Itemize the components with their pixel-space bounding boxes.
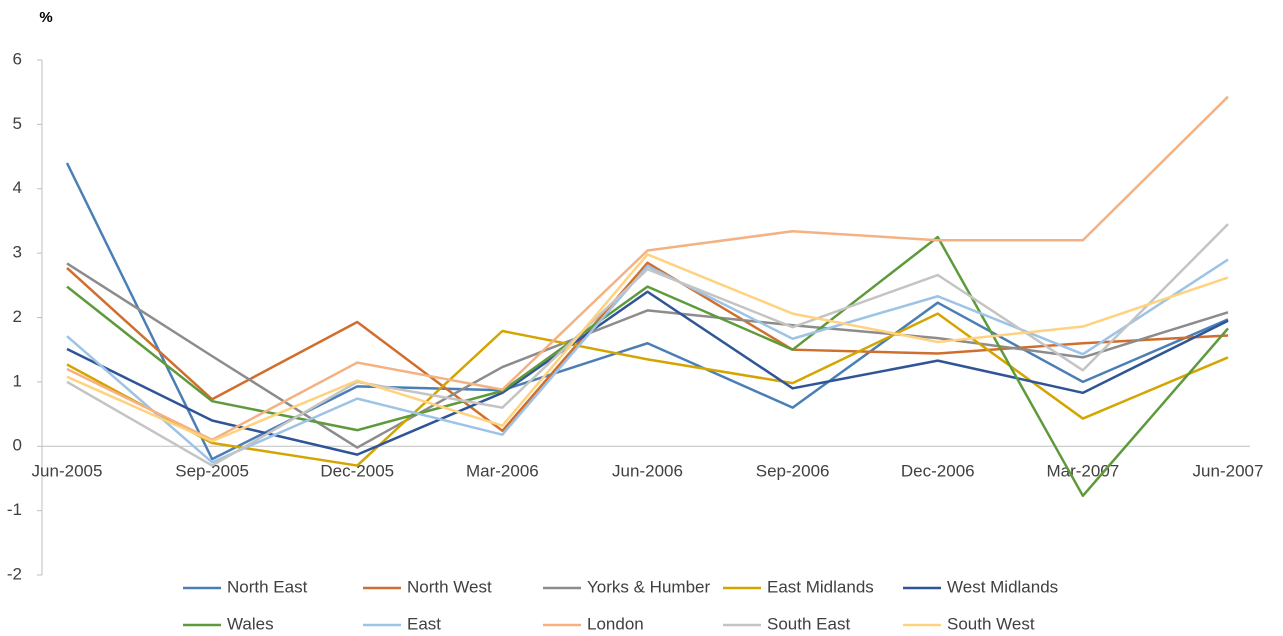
y-tick-label: 2 <box>13 307 22 326</box>
series-line <box>66 253 1229 443</box>
series-line <box>66 261 1229 433</box>
series-line <box>66 258 1229 464</box>
y-tick-label: 4 <box>13 178 22 197</box>
x-tick-label: Jun-2005 <box>32 462 103 481</box>
series-line <box>66 223 1229 467</box>
series-line <box>66 262 1229 449</box>
legend-label: South West <box>947 614 1035 633</box>
series-line <box>66 95 1229 442</box>
y-tick-label: 0 <box>13 436 22 455</box>
x-tick-label: Mar-2006 <box>466 462 539 481</box>
legend-label: East Midlands <box>767 577 874 596</box>
legend-label: South East <box>767 614 850 633</box>
legend-label: London <box>587 614 644 633</box>
x-tick-label: Sep-2005 <box>175 462 249 481</box>
series-line <box>65 162 1229 461</box>
x-tick-label: Dec-2006 <box>901 462 975 481</box>
y-tick-label: 1 <box>13 371 22 390</box>
series-line <box>66 235 1229 498</box>
series-line <box>66 290 1229 456</box>
y-tick-label: 5 <box>13 114 22 133</box>
y-tick-label: 3 <box>13 243 22 262</box>
legend-label: North East <box>227 577 308 596</box>
legend-label: East <box>407 614 441 633</box>
y-tick-label: -1 <box>7 500 22 519</box>
series-line <box>66 312 1229 467</box>
legend-label: Wales <box>227 614 274 633</box>
x-tick-label: Dec-2005 <box>320 462 394 481</box>
x-tick-label: Sep-2006 <box>756 462 830 481</box>
y-tick-label: -2 <box>7 564 22 583</box>
legend-label: West Midlands <box>947 577 1058 596</box>
legend-label: Yorks & Humber <box>587 577 710 596</box>
y-tick-label: 6 <box>13 49 22 68</box>
x-tick-label: Jun-2007 <box>1193 462 1264 481</box>
x-tick-label: Jun-2006 <box>612 462 683 481</box>
y-axis-label: % <box>39 9 52 26</box>
legend-label: North West <box>407 577 492 596</box>
